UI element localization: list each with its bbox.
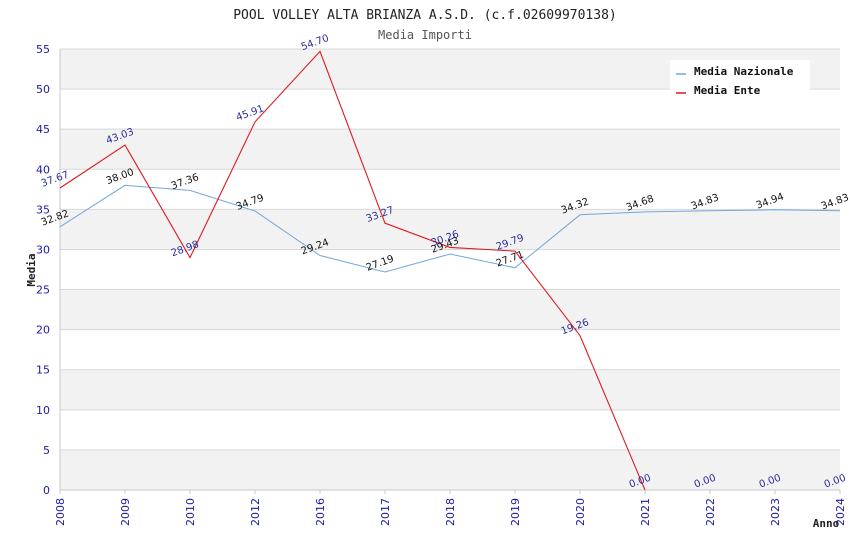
x-tick-label: 2020 (574, 498, 587, 526)
y-tick-label: 50 (36, 83, 50, 96)
series-lines (59, 50, 841, 491)
x-tick-label: 2009 (119, 498, 132, 526)
y-axis-label: Media (25, 253, 38, 286)
y-tick-label: 40 (36, 163, 50, 176)
y-tick-label: 35 (36, 203, 50, 216)
legend-box (670, 60, 810, 102)
chart-title: POOL VOLLEY ALTA BRIANZA A.S.D. (c.f.026… (233, 8, 617, 23)
y-tick-label: 10 (36, 404, 50, 417)
x-tick-label: 2024 (834, 498, 847, 526)
data-label-media-nazionale: 37.36 (170, 172, 201, 192)
x-tick-label: 2012 (249, 498, 262, 526)
data-label-media-ente: 45.91 (235, 103, 266, 123)
x-tick-label: 2021 (639, 498, 652, 526)
legend: Media Nazionale Media Ente (670, 60, 810, 102)
x-axis-label: Anno (813, 517, 840, 530)
x-tick-label: 2022 (704, 498, 717, 526)
y-tick-label: 15 (36, 364, 50, 377)
plot-bands (60, 49, 840, 490)
x-tick-label: 2018 (444, 498, 457, 526)
data-label-media-nazionale: 38.00 (105, 167, 136, 187)
y-tick-label: 20 (36, 324, 50, 337)
x-tick-label: 2010 (184, 498, 197, 526)
data-label-media-nazionale: 34.94 (755, 191, 786, 211)
y-tick-label: 30 (36, 243, 50, 256)
y-tick-label: 5 (43, 444, 50, 457)
x-tick-label: 2016 (314, 498, 327, 526)
axes (59, 49, 840, 491)
legend-label-media-nazionale: Media Nazionale (694, 65, 794, 78)
series-line-media-nazionale (59, 184, 841, 273)
x-tick-label: 2023 (769, 498, 782, 526)
series-line-media-ente (59, 50, 646, 491)
plot-band (60, 369, 840, 410)
plot-band (60, 209, 840, 250)
plot-band (60, 129, 840, 170)
y-tick-label: 0 (43, 484, 50, 497)
x-tick-labels: 2008 2009 2010 2012 2016 2017 2018 2019 2020 2021… (54, 498, 847, 526)
plot-band (60, 289, 840, 330)
x-tick-label: 2017 (379, 498, 392, 526)
x-tick-label: 2019 (509, 498, 522, 526)
y-tick-label: 45 (36, 123, 50, 136)
y-tick-labels: 0 5 10 15 20 25 30 35 40 45 50 55 (36, 43, 50, 497)
grid-lines (59, 48, 841, 494)
legend-label-media-ente: Media Ente (694, 84, 761, 97)
plot-band (60, 449, 840, 490)
y-tick-label: 55 (36, 43, 50, 56)
x-tick-label: 2008 (54, 498, 67, 526)
chart-subtitle: Media Importi (378, 28, 472, 42)
y-tick-label: 25 (36, 284, 50, 297)
